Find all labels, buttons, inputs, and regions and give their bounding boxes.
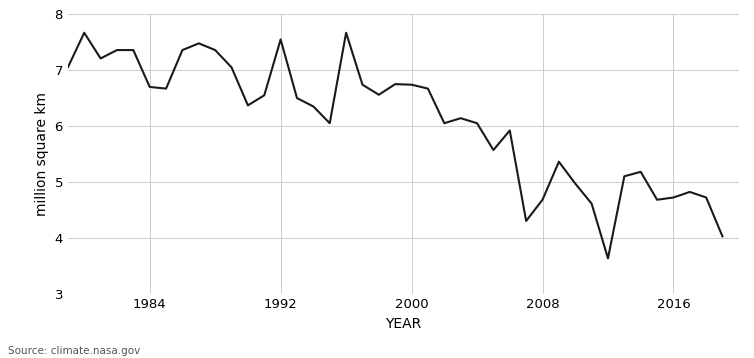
Y-axis label: million square km: million square km [35,92,49,216]
X-axis label: YEAR: YEAR [385,317,421,331]
Text: Source: climate.nasa.gov: Source: climate.nasa.gov [8,346,139,356]
